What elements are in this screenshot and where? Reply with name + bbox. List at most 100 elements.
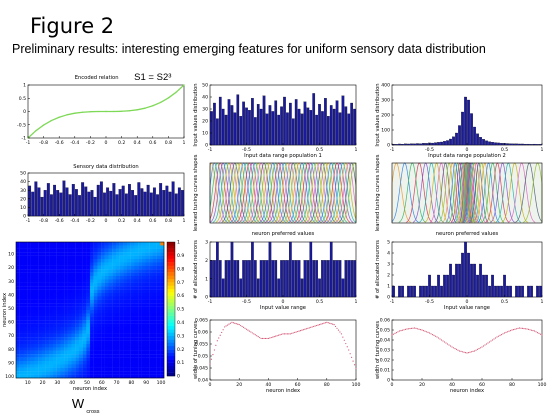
wcross-heatmap-cell (90, 269, 94, 273)
wcross-heatmap-cell (82, 272, 87, 277)
allocated-pop2-xtick-label: -0.5 (425, 299, 434, 305)
width-pop1-point (289, 333, 291, 335)
wcross-heatmap-cell (60, 333, 65, 338)
wcross-heatmap-cell (60, 242, 65, 246)
wcross-heatmap-cell (134, 306, 139, 311)
wcross-heatmap-cell (71, 259, 76, 263)
wcross-heatmap-cell (41, 316, 46, 321)
wcross-heatmap-colorbar-step (167, 322, 175, 326)
wcross-heatmap-cell (23, 357, 28, 362)
wcross-heatmap-cell (145, 337, 150, 341)
wcross-heatmap-cell (71, 333, 76, 338)
width-pop1-xtick-label: 80 (324, 382, 330, 388)
wcross-heatmap-cell (112, 323, 117, 328)
input-pop1-bar (341, 95, 345, 146)
wcross-heatmap-cell (149, 269, 154, 273)
wcross-heatmap-cell (130, 333, 135, 338)
wcross-heatmap-cell (34, 333, 39, 338)
wcross-heatmap-cell (60, 272, 65, 277)
wcross-heatmap-cell (34, 259, 39, 263)
wcross-heatmap-cell (53, 354, 57, 358)
wcross-heatmap-cell (112, 255, 117, 260)
wcross-heatmap-cell (64, 269, 68, 273)
input-pop2-xtick-label: 0.5 (501, 147, 508, 153)
wcross-heatmap-cell (71, 367, 76, 372)
width-pop2-point (403, 329, 405, 331)
wcross-heatmap-cell (64, 361, 68, 365)
width-pop1-point (279, 334, 281, 336)
allocated-pop2-bar (500, 285, 503, 298)
wcross-heatmap-cell (134, 374, 139, 379)
wcross-heatmap-cell (19, 354, 24, 358)
wcross-heatmap-cell (130, 344, 135, 348)
wcross-heatmap-cell (127, 245, 131, 249)
wcross-heatmap-cell (156, 245, 161, 249)
wcross-heatmap-cell (34, 279, 39, 283)
width-pop2-xlabel: neuron index (450, 388, 484, 394)
wcross-heatmap-cell (112, 303, 117, 307)
wcross-heatmap-cell (38, 303, 43, 307)
wcross-heatmap-cell (145, 374, 150, 379)
input-pop2-bar (398, 143, 401, 146)
width-pop1-point (301, 329, 303, 331)
wcross-heatmap-cell (134, 364, 139, 368)
wcross-heatmap-cell (71, 327, 76, 331)
wcross-heatmap-cell (16, 296, 20, 300)
wcross-heatmap-cell (123, 350, 128, 355)
wcross-heatmap-cell (53, 299, 57, 304)
wcross-heatmap-cell (145, 299, 150, 304)
wcross-heatmap-cell (160, 320, 165, 324)
wcross-heatmap-cell (123, 282, 128, 287)
wcross-heatmap-cell (27, 354, 31, 358)
width-pop1-ytick-label: 0.065 (195, 318, 208, 324)
wcross-heatmap-cell (123, 344, 128, 348)
wcross-heatmap-cell (71, 364, 76, 368)
wcross-heatmap-cell (30, 310, 35, 314)
wcross-heatmap-cell (56, 350, 61, 355)
width-pop2-point (478, 348, 480, 350)
sensory-distribution-bar (53, 184, 57, 217)
wcross-heatmap-cell (82, 333, 87, 338)
wcross-heatmap-ytick-label: 20 (8, 265, 14, 271)
wcross-heatmap-cell (130, 259, 135, 263)
wcross-heatmap-cell (23, 333, 28, 338)
wcross-heatmap-cell (64, 272, 68, 277)
allocated-pop2-bar (509, 285, 512, 298)
sensory-distribution-xtick-label: -0.2 (86, 218, 95, 224)
allocated-pop1-bar (224, 260, 228, 298)
wcross-heatmap-cell (156, 344, 161, 348)
width-pop1-point (218, 337, 220, 339)
wcross-heatmap-cell (19, 286, 24, 290)
wcross-heatmap-cell (86, 316, 91, 321)
wcross-heatmap-cell (127, 289, 131, 294)
wcross-heatmap-cell (112, 286, 117, 290)
wcross-heatmap-cell (149, 357, 154, 362)
width-pop2-point (490, 340, 492, 342)
input-pop1-bar (344, 106, 348, 146)
wcross-heatmap-cell (134, 340, 139, 345)
wcross-heatmap-cell (75, 354, 80, 358)
wcross-heatmap-cell (145, 293, 150, 297)
wcross-heatmap-cell (82, 269, 87, 273)
wcross-heatmap-cell (108, 374, 113, 379)
wcross-heatmap-cell (130, 296, 135, 300)
wcross-heatmap-cell (75, 303, 80, 307)
width-pop2-point (437, 337, 440, 339)
wcross-heatmap-cell (141, 279, 146, 283)
wcross-heatmap-cell (71, 279, 76, 283)
input-pop1-ytick-label: 40 (202, 95, 208, 101)
width-pop1-point (232, 322, 234, 324)
input-pop2-ytick-label: 300 (381, 98, 390, 104)
encoded-relation-line-segment (51, 116, 60, 122)
wcross-heatmap-cell (60, 269, 65, 273)
allocated-pop2-bar (476, 274, 479, 298)
wcross-heatmap-cell (86, 327, 91, 331)
wcross-heatmap-cell (75, 276, 80, 280)
wcross-heatmap-cell (101, 296, 105, 300)
wcross-heatmap-cell (82, 371, 87, 375)
wcross-heatmap-cell (119, 272, 124, 277)
wcross-heatmap-cell (141, 255, 146, 260)
allocated-pop1-ytick-label: 2 (205, 258, 208, 264)
sensory-distribution-bar (103, 192, 106, 217)
wcross-heatmap-cell (27, 265, 31, 270)
